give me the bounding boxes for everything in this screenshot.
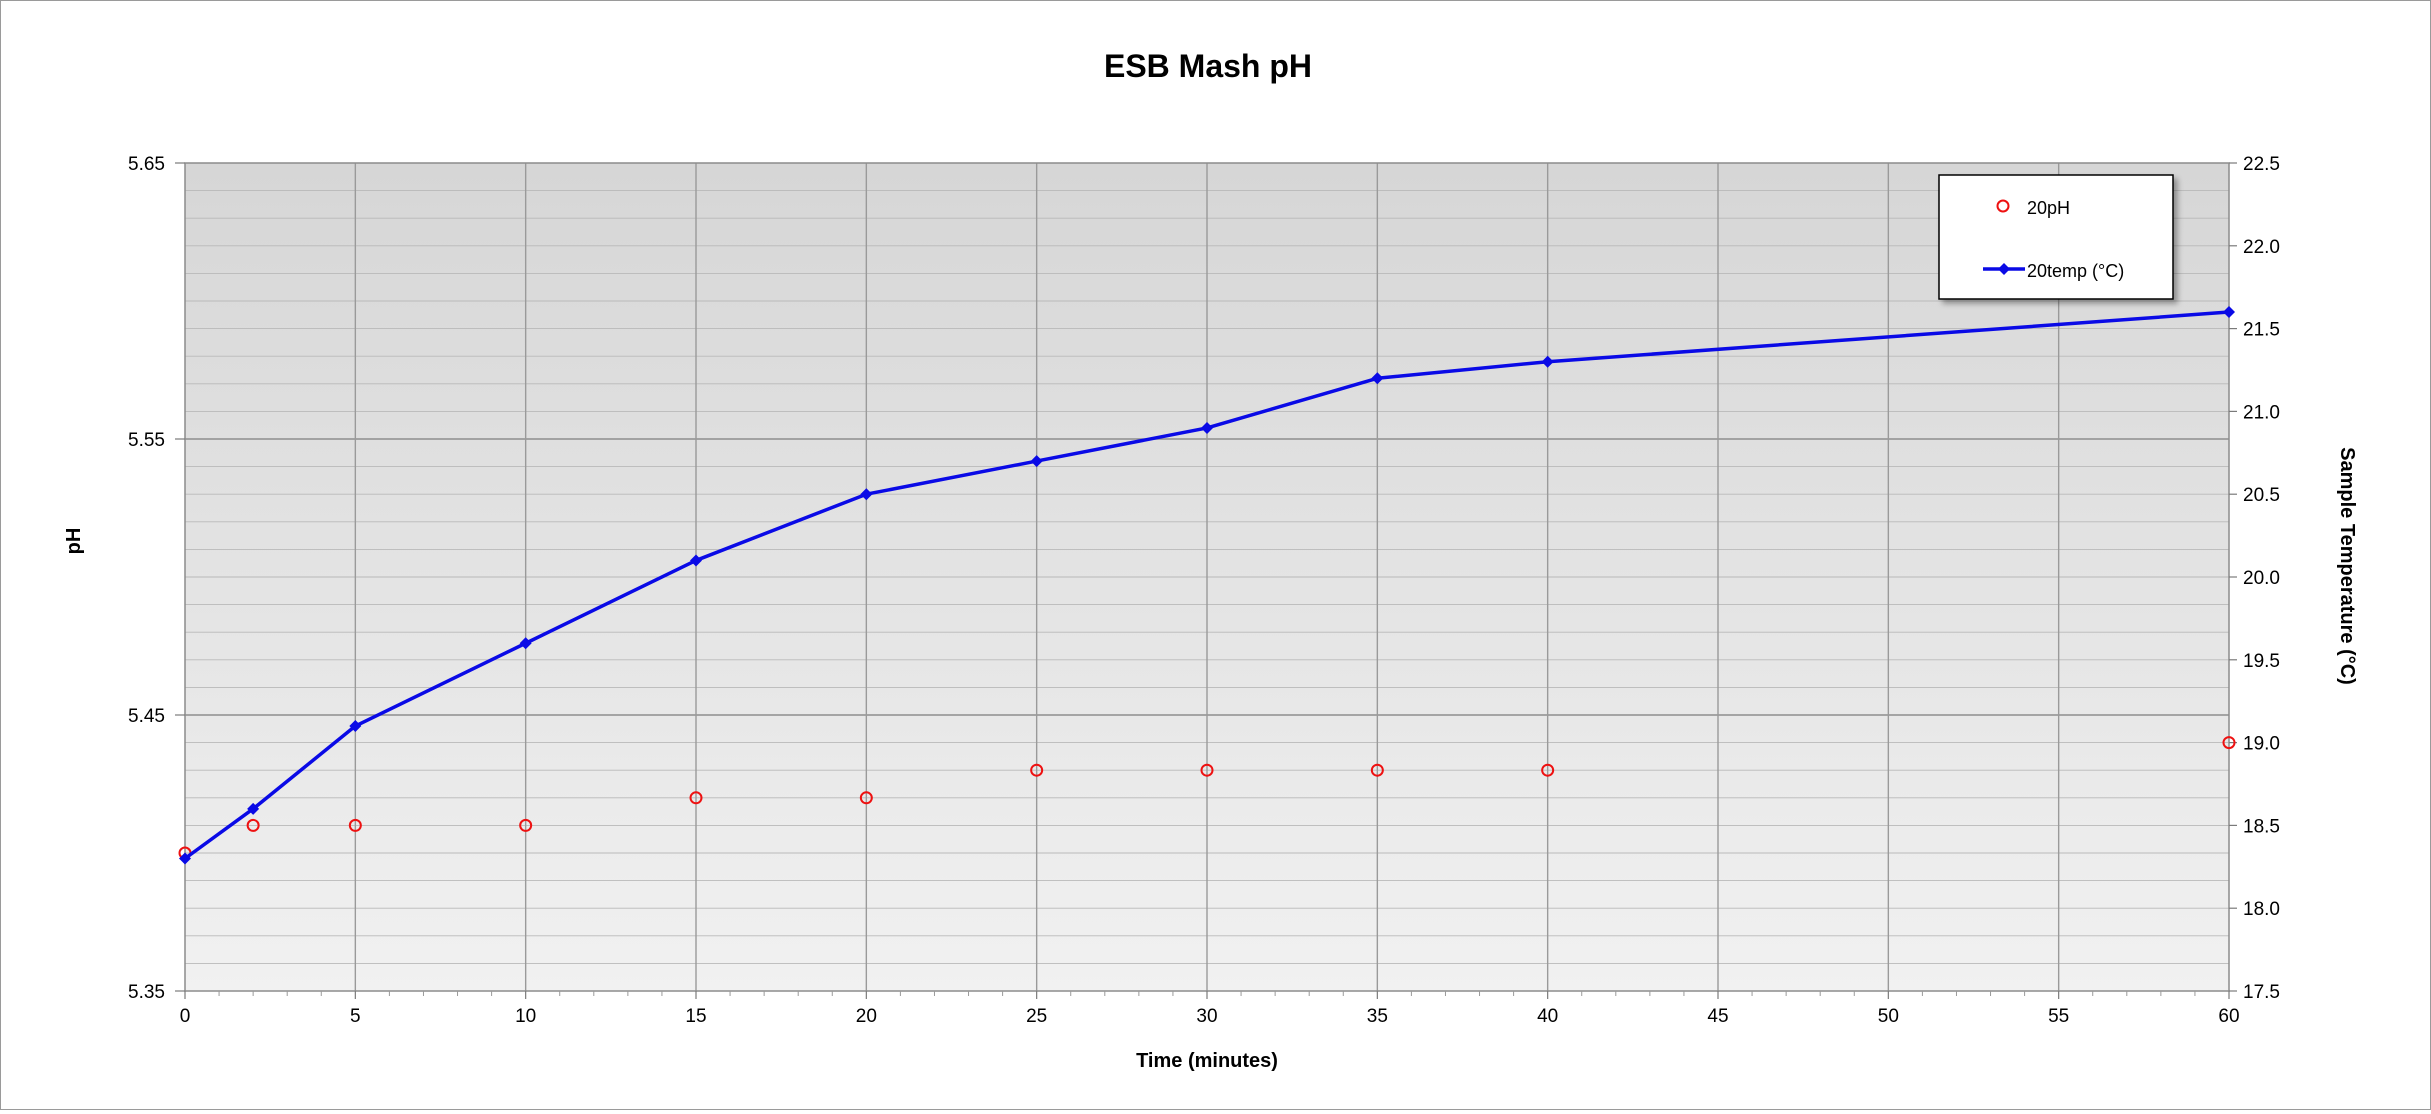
- legend-label-ph: 20pH: [2027, 198, 2070, 218]
- legend-label-temp: 20temp (°C): [2027, 261, 2124, 281]
- temp-data-point: [860, 488, 873, 501]
- legend: 20pH 20temp (°C): [1938, 174, 2174, 300]
- y-tick-label: 5.35: [128, 982, 165, 1003]
- temp-data-point: [519, 637, 532, 650]
- y2-tick-label: 22.5: [2243, 154, 2280, 175]
- ph-data-point: [246, 818, 260, 832]
- y-tick-label: 5.45: [128, 706, 165, 727]
- x-tick-label: 20: [856, 1006, 877, 1027]
- temp-data-point: [2223, 306, 2235, 319]
- y2-tick-label: 19.0: [2243, 734, 2280, 755]
- x-tick-label: 50: [1878, 1006, 1899, 1027]
- y2-tick-label: 20.0: [2243, 568, 2280, 589]
- temp-data-point: [1371, 372, 1384, 385]
- x-tick-label: 35: [1367, 1006, 1388, 1027]
- x-tick-label: 45: [1707, 1006, 1728, 1027]
- x-tick-label: 10: [515, 1006, 536, 1027]
- ph-data-point: [1370, 763, 1384, 777]
- y-axis-title: pH: [63, 528, 85, 555]
- x-tick-label: 25: [1026, 1006, 1047, 1027]
- ph-data-point: [1541, 763, 1555, 777]
- temp-data-point: [349, 720, 362, 733]
- y-axis-ticks: 5.35 5.45 5.55 5.65: [128, 154, 185, 1003]
- temp-data-point: [1541, 355, 1554, 368]
- legend-marker-ph: [1996, 199, 2010, 213]
- y2-tick-label: 17.5: [2243, 982, 2280, 1003]
- x-tick-label: 30: [1196, 1006, 1217, 1027]
- chart-title: ESB Mash pH: [1104, 48, 1312, 84]
- temp-data-point: [179, 852, 191, 865]
- y2-axis-title: Sample Temperature (°C): [2336, 447, 2358, 685]
- y-tick-label: 5.55: [128, 430, 165, 451]
- legend-box: [1938, 174, 2174, 300]
- ph-data-point: [689, 791, 703, 805]
- y2-axis-ticks: 17.5 18.0 18.5 19.0 19.5 20.0 20.5 21.0 21.5 22.0…: [2229, 154, 2280, 1003]
- y2-tick-label: 20.5: [2243, 485, 2280, 506]
- ph-data-point: [2222, 736, 2236, 750]
- series-layer: [178, 306, 2236, 865]
- ph-data-point: [519, 818, 533, 832]
- x-axis-ticks: 0 5 10 15 20 25 30 35 40 45 50 55 60: [180, 991, 2240, 1027]
- x-tick-label: 40: [1537, 1006, 1558, 1027]
- x-axis-title: Time (minutes): [1136, 1050, 1278, 1072]
- x-tick-label: 15: [685, 1006, 706, 1027]
- y2-tick-label: 21.5: [2243, 320, 2280, 341]
- x-tick-label: 0: [180, 1006, 191, 1027]
- x-tick-label: 5: [350, 1006, 361, 1027]
- y2-tick-label: 18.5: [2243, 816, 2280, 837]
- x-tick-label: 60: [2218, 1006, 2239, 1027]
- ph-data-point: [1200, 763, 1214, 777]
- y2-tick-label: 19.5: [2243, 651, 2280, 672]
- y-tick-label: 5.65: [128, 154, 165, 175]
- temp-data-point: [1030, 455, 1043, 468]
- y2-tick-label: 18.0: [2243, 899, 2280, 920]
- temp-data-point: [247, 802, 260, 815]
- legend-marker-temp: [1998, 263, 2010, 275]
- ph-data-point: [348, 818, 362, 832]
- major-gridlines: [185, 163, 2229, 991]
- x-tick-label: 55: [2048, 1006, 2069, 1027]
- ph-data-point: [859, 791, 873, 805]
- y2-tick-label: 21.0: [2243, 402, 2280, 423]
- temp-data-point: [690, 554, 702, 567]
- y2-tick-label: 22.0: [2243, 237, 2280, 258]
- temp-data-point: [1201, 421, 1213, 434]
- ph-data-point: [1030, 763, 1044, 777]
